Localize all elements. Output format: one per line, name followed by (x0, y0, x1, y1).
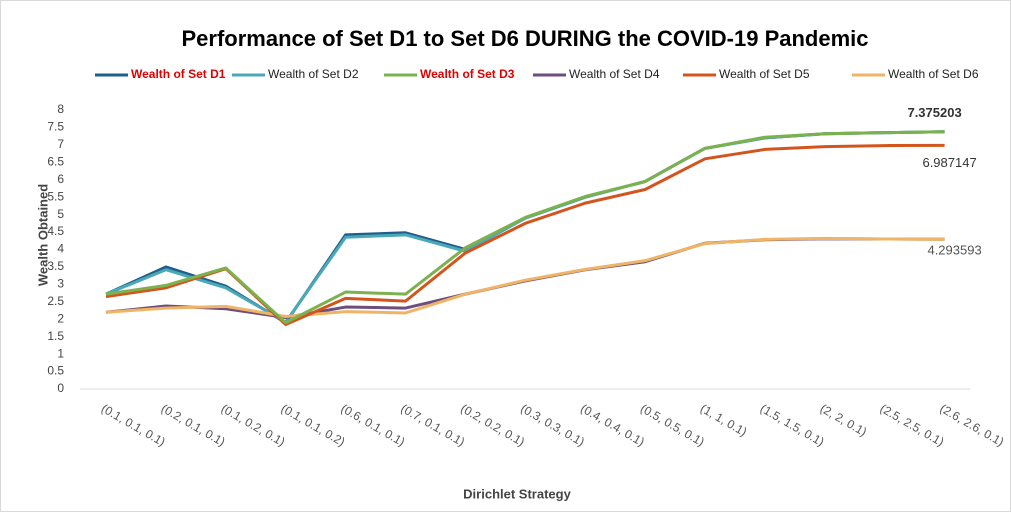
y-tick-label: 5 (57, 207, 64, 221)
series-line (105, 130, 945, 325)
y-axis-label: Wealth Obtained (35, 184, 50, 286)
y-tick-label: 2.5 (47, 294, 64, 308)
series-line (105, 236, 945, 318)
y-tick-label: 8 (57, 102, 64, 116)
y-tick-label: 3.5 (47, 259, 64, 273)
y-tick-label: 4.5 (47, 224, 64, 238)
y-tick-label: 0.5 (47, 364, 64, 378)
y-tick-label: 6 (57, 172, 64, 186)
y-tick-label: 6.5 (47, 154, 64, 168)
legend-label: Wealth of Set D3 (420, 67, 515, 81)
y-tick-label: 1 (57, 346, 64, 360)
legend-label: Wealth of Set D6 (888, 67, 979, 81)
data-label: 6.987147 (922, 155, 976, 170)
data-label: 7.375203 (907, 105, 961, 120)
y-tick-label: 7.5 (47, 120, 64, 134)
y-tick-label: 7 (57, 137, 64, 151)
y-tick-label: 3 (57, 277, 64, 291)
y-tick-label: 4 (57, 242, 64, 256)
data-label: 4.293593 (927, 243, 981, 258)
x-axis-label: Dirichlet Strategy (463, 486, 571, 501)
y-tick-label: 2 (57, 311, 64, 325)
legend-label: Wealth of Set D1 (131, 67, 226, 81)
y-tick-label: 0 (57, 381, 64, 395)
y-tick-label: 1.5 (47, 329, 64, 343)
legend-label: Wealth of Set D4 (569, 67, 660, 81)
y-tick-label: 5.5 (47, 189, 64, 203)
chart-title: Performance of Set D1 to Set D6 DURING t… (181, 26, 868, 51)
legend-label: Wealth of Set D2 (268, 67, 359, 81)
legend-label: Wealth of Set D5 (719, 67, 810, 81)
